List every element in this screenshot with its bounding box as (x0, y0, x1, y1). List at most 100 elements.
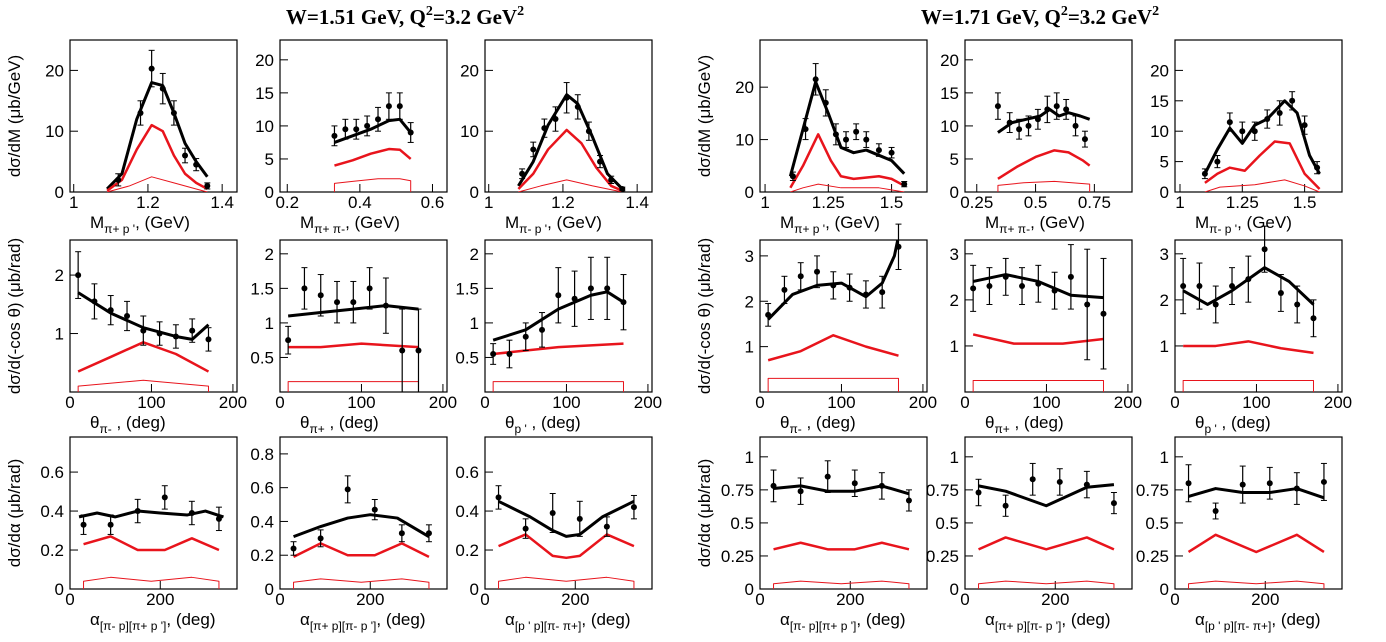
data-point (597, 158, 604, 165)
data-point (398, 530, 405, 537)
data-point (585, 128, 592, 135)
data-point (1180, 283, 1187, 290)
header-sup: 2 (1061, 4, 1068, 19)
data-point (802, 126, 809, 133)
y-tick-label: 5 (265, 150, 274, 169)
x-label-unit: , (GeV) (135, 213, 190, 232)
data-point (353, 126, 360, 133)
header-text: =3.2 GeV (1068, 5, 1152, 29)
x-axis-label: θπ+ , (deg) (985, 413, 1064, 436)
x-axis-label: Mπ- p ', (GeV) (1195, 213, 1292, 236)
x-tick-label: 200 (219, 393, 247, 412)
data-point (576, 515, 583, 522)
x-tick-label: 200 (1041, 590, 1069, 609)
plot-frame (279, 436, 448, 590)
data-point (1072, 122, 1079, 129)
plot-frame (279, 239, 448, 393)
model-curve (493, 342, 624, 356)
data-point (888, 149, 895, 156)
panel: 1 1.25 1.5 0 10 20 Mπ+ p ', (GeV) dσ/dM (μb/GeV… (695, 39, 928, 236)
y-tick-label: 1 (55, 325, 64, 344)
data-point (541, 125, 548, 132)
data-point (1067, 273, 1074, 280)
data-point (107, 307, 114, 314)
x-label-unit: , (GeV) (825, 213, 880, 232)
panel: 0 200 0 0.2 0.4 0.6 α[p ' p][π- π+], (deg) (455, 436, 653, 633)
panel: 0.2 0.4 0.6 0 5 10 15 20 Mπ+ π-, (GeV) (255, 39, 448, 236)
x-tick-label: 1.2 (551, 193, 575, 212)
x-axis-label: α[p ' p][π- π+], (deg) (505, 610, 631, 633)
x-label-unit: , (deg) (856, 610, 905, 629)
data-point (1226, 119, 1233, 126)
data-point (1229, 283, 1236, 290)
x-tick-label: 0 (1170, 393, 1179, 412)
data-point (1081, 136, 1088, 143)
y-tick-label: 2 (950, 291, 959, 310)
data-point (170, 109, 177, 116)
y-tick-label: 10 (255, 117, 274, 136)
model-curve (978, 580, 1115, 589)
data-point (415, 347, 422, 354)
x-label-unit: , (GeV) (1237, 213, 1292, 232)
y-tick-label: 0 (265, 580, 274, 599)
data-point (830, 282, 837, 289)
data-point (975, 489, 982, 496)
data-point (371, 506, 378, 513)
data-point (331, 132, 338, 139)
y-tick-label: 20 (735, 78, 754, 97)
data-point (364, 122, 371, 129)
data-point (879, 289, 886, 296)
y-tick-label: 0.8 (250, 445, 274, 464)
x-tick-label: 200 (561, 590, 589, 609)
y-tick-label: 10 (1150, 122, 1169, 141)
data-point (189, 327, 196, 334)
data-point (797, 488, 804, 495)
y-tick-label: 1.5 (455, 279, 479, 298)
model-curve (498, 533, 635, 560)
x-label-sub: π+ p ' (794, 222, 825, 236)
x-tick-label: 1 (760, 193, 769, 212)
x-tick-label: 0 (275, 590, 284, 609)
data-point (619, 185, 626, 192)
data-point (1201, 170, 1208, 177)
y-tick-label: 0 (1160, 580, 1169, 599)
x-axis-label: Mπ+ p ', (GeV) (90, 213, 190, 236)
data-point (1212, 508, 1219, 515)
data-point (814, 268, 821, 275)
data-point (188, 510, 195, 516)
y-tick-label: 0 (745, 580, 754, 599)
x-label-sub: [p ' p][π- π+] (515, 619, 582, 633)
data-point (1016, 126, 1023, 133)
plot-frame (484, 239, 653, 393)
x-tick-label: 0 (65, 590, 74, 609)
group-header: W=1.51 GeV, Q2=3.2 GeV2 (286, 4, 524, 29)
y-tick-label: 0 (745, 183, 754, 202)
data-point (425, 530, 432, 537)
y-tick-label: 2 (55, 266, 64, 285)
header-text: W=1.71 GeV, Q (921, 5, 1061, 29)
x-tick-label: 0 (960, 590, 969, 609)
y-tick-label: 0 (470, 580, 479, 599)
x-tick-label: 200 (1251, 590, 1279, 609)
y-tick-label: 0.2 (455, 541, 479, 560)
data-point (530, 146, 537, 153)
y-tick-label: 1 (745, 338, 754, 357)
panel: 0 100 200 1 2 3 θp ' , (deg) (1160, 225, 1352, 436)
plot-frame (484, 39, 653, 193)
data-point (344, 486, 351, 493)
data-point (334, 299, 341, 306)
plot-frame (69, 239, 238, 393)
plot-frame (1174, 39, 1343, 193)
y-tick-label: 0.6 (455, 463, 479, 482)
y-tick-label: 0.4 (455, 502, 479, 521)
x-tick-label: 200 (356, 590, 384, 609)
panel: 0 100 200 0.5 1 1.5 2 θπ+ , (deg) (250, 239, 457, 436)
x-label-sub: π- (789, 422, 801, 436)
data-point (905, 497, 912, 504)
y-axis-label: dσ/dM (μb/GeV) (695, 55, 714, 177)
y-tick-label: 0.6 (40, 463, 64, 482)
data-point (1196, 283, 1203, 290)
data-point (1239, 128, 1246, 135)
plot-frame (279, 39, 448, 193)
data-point (620, 299, 627, 306)
